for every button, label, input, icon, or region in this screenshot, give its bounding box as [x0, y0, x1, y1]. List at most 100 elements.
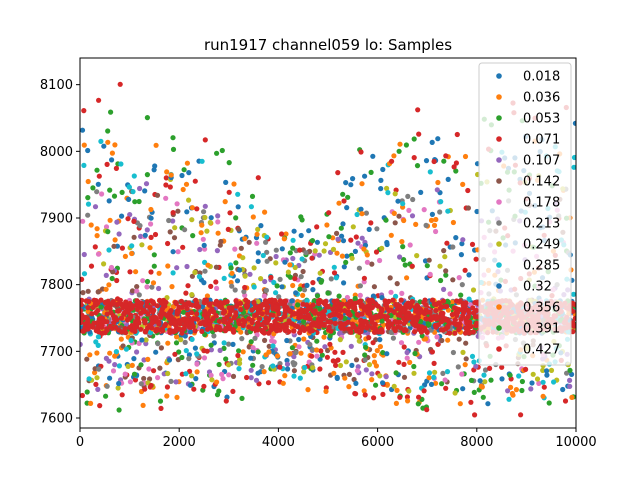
data-point	[307, 316, 313, 322]
data-point	[85, 305, 91, 311]
data-point	[208, 347, 214, 353]
data-point	[335, 357, 341, 363]
data-point	[85, 288, 91, 294]
data-point	[144, 227, 150, 233]
data-point	[84, 389, 90, 395]
data-point	[473, 256, 479, 262]
data-point	[171, 235, 178, 241]
data-point	[481, 372, 487, 378]
data-point	[85, 178, 91, 185]
data-point	[357, 283, 363, 289]
data-point	[412, 329, 418, 335]
data-point	[534, 376, 541, 382]
data-point	[148, 234, 154, 240]
data-point	[85, 318, 91, 325]
data-point	[180, 244, 186, 250]
data-point	[225, 226, 231, 232]
data-point	[404, 349, 410, 356]
data-point	[374, 348, 380, 354]
data-point	[151, 307, 157, 313]
data-point	[466, 296, 472, 302]
data-point	[567, 367, 573, 373]
data-point	[119, 329, 125, 335]
data-point	[123, 299, 129, 305]
data-point	[337, 320, 343, 326]
data-point	[454, 310, 461, 316]
data-point	[463, 325, 469, 331]
data-point	[261, 369, 267, 375]
data-point	[253, 377, 260, 383]
data-point	[106, 358, 112, 364]
data-point	[424, 407, 430, 413]
data-point	[373, 363, 379, 369]
data-point	[202, 214, 208, 221]
data-point	[356, 299, 362, 305]
x-axis: 0 2000 4000 6000 8000 10000	[76, 428, 597, 450]
data-point	[255, 175, 261, 181]
data-point	[251, 265, 257, 271]
data-point	[94, 350, 100, 356]
data-point	[541, 384, 547, 390]
data-point	[201, 383, 207, 389]
data-point	[571, 154, 576, 161]
data-point	[465, 187, 471, 194]
data-point	[397, 394, 403, 400]
data-point	[203, 315, 209, 321]
data-point	[300, 301, 306, 307]
data-point	[95, 289, 101, 295]
data-point	[193, 297, 199, 303]
data-point	[281, 236, 287, 242]
data-point	[273, 247, 279, 253]
data-point	[361, 388, 367, 394]
data-point	[222, 299, 228, 305]
data-point	[214, 150, 220, 156]
data-point	[183, 290, 189, 296]
data-point	[134, 306, 140, 312]
data-point	[418, 189, 424, 195]
data-point	[404, 394, 410, 400]
data-point	[449, 312, 455, 318]
data-point	[404, 313, 410, 319]
data-point	[186, 197, 192, 203]
legend-box	[478, 62, 572, 366]
data-point	[185, 283, 191, 289]
data-point	[429, 211, 435, 217]
data-point	[250, 345, 256, 351]
legend-label: 0.178	[523, 196, 560, 211]
data-point	[116, 407, 122, 413]
data-point	[572, 315, 576, 321]
data-point	[116, 300, 122, 306]
data-point	[259, 364, 265, 370]
data-point	[168, 172, 174, 178]
data-point	[411, 136, 417, 142]
legend-marker	[496, 304, 502, 310]
data-point	[341, 280, 347, 286]
data-point	[468, 323, 474, 330]
data-point	[413, 323, 419, 329]
data-point	[230, 341, 236, 347]
data-point	[384, 351, 390, 357]
data-point	[507, 372, 513, 378]
data-point	[170, 135, 176, 141]
data-point	[165, 263, 171, 269]
data-point	[85, 201, 92, 207]
data-point	[174, 334, 180, 340]
data-point	[84, 356, 90, 362]
data-point	[144, 115, 150, 121]
data-point	[437, 263, 443, 269]
data-point	[442, 254, 448, 260]
data-point	[89, 311, 95, 317]
data-point	[453, 160, 459, 166]
data-point	[433, 380, 439, 386]
chart-title: run1917 channel059 lo: Samples	[204, 36, 452, 54]
data-point	[94, 167, 100, 173]
data-point	[167, 229, 173, 235]
data-point	[393, 400, 399, 406]
data-point	[181, 326, 187, 332]
data-point	[400, 201, 406, 207]
data-point	[156, 285, 162, 292]
data-point	[378, 177, 384, 183]
data-point	[235, 204, 241, 210]
data-point	[148, 221, 154, 227]
data-point	[248, 204, 254, 210]
